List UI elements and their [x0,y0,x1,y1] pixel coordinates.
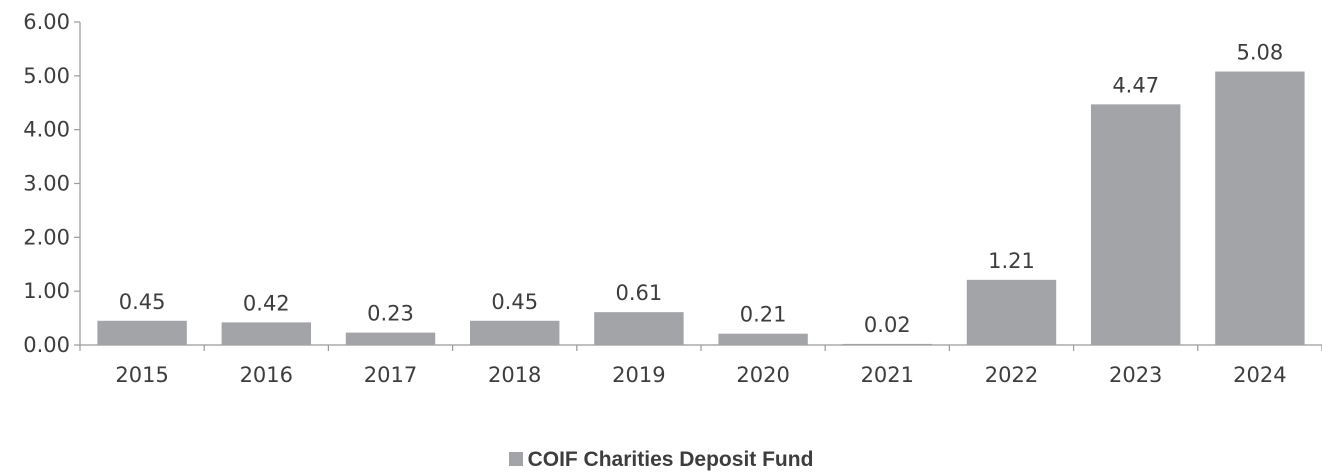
y-tick-label: 5.00 [23,64,70,88]
legend-label: COIF Charities Deposit Fund [527,448,814,471]
bar [1215,71,1305,345]
x-tick-label: 2022 [985,363,1038,387]
y-tick-label: 2.00 [23,225,70,249]
x-tick-label: 2016 [240,363,293,387]
x-tick-label: 2015 [115,363,168,387]
y-tick-label: 6.00 [23,10,70,34]
data-label: 1.21 [988,249,1035,273]
data-label: 0.45 [491,290,538,314]
y-tick-label: 4.00 [23,118,70,142]
legend-swatch [508,452,523,466]
bar [842,343,933,345]
y-tick-label: 0.00 [23,333,70,357]
bar [221,322,312,345]
y-tick-label: 1.00 [23,279,70,303]
x-tick-label: 2020 [736,363,789,387]
x-tick-label: 2021 [861,363,914,387]
data-label: 0.23 [367,302,414,326]
data-label: 0.02 [864,313,911,337]
x-tick-label: 2023 [1109,363,1162,387]
x-tick-label: 2017 [364,363,417,387]
bar [345,332,436,345]
data-label: 0.21 [740,303,787,327]
data-label: 5.08 [1237,41,1284,65]
data-label: 0.45 [119,290,166,314]
bar [469,320,560,345]
bar [594,312,684,345]
data-label: 0.42 [243,291,290,315]
bar [97,320,187,345]
bar [966,279,1057,345]
bar [1090,104,1181,346]
legend: COIF Charities Deposit Fund [0,448,1322,472]
x-tick-label: 2019 [612,363,665,387]
data-label: 0.61 [616,281,663,305]
x-tick-label: 2018 [488,363,541,387]
y-tick-label: 3.00 [23,172,70,196]
bar [718,333,808,345]
x-tick-label: 2024 [1233,363,1286,387]
data-label: 4.47 [1112,73,1159,97]
